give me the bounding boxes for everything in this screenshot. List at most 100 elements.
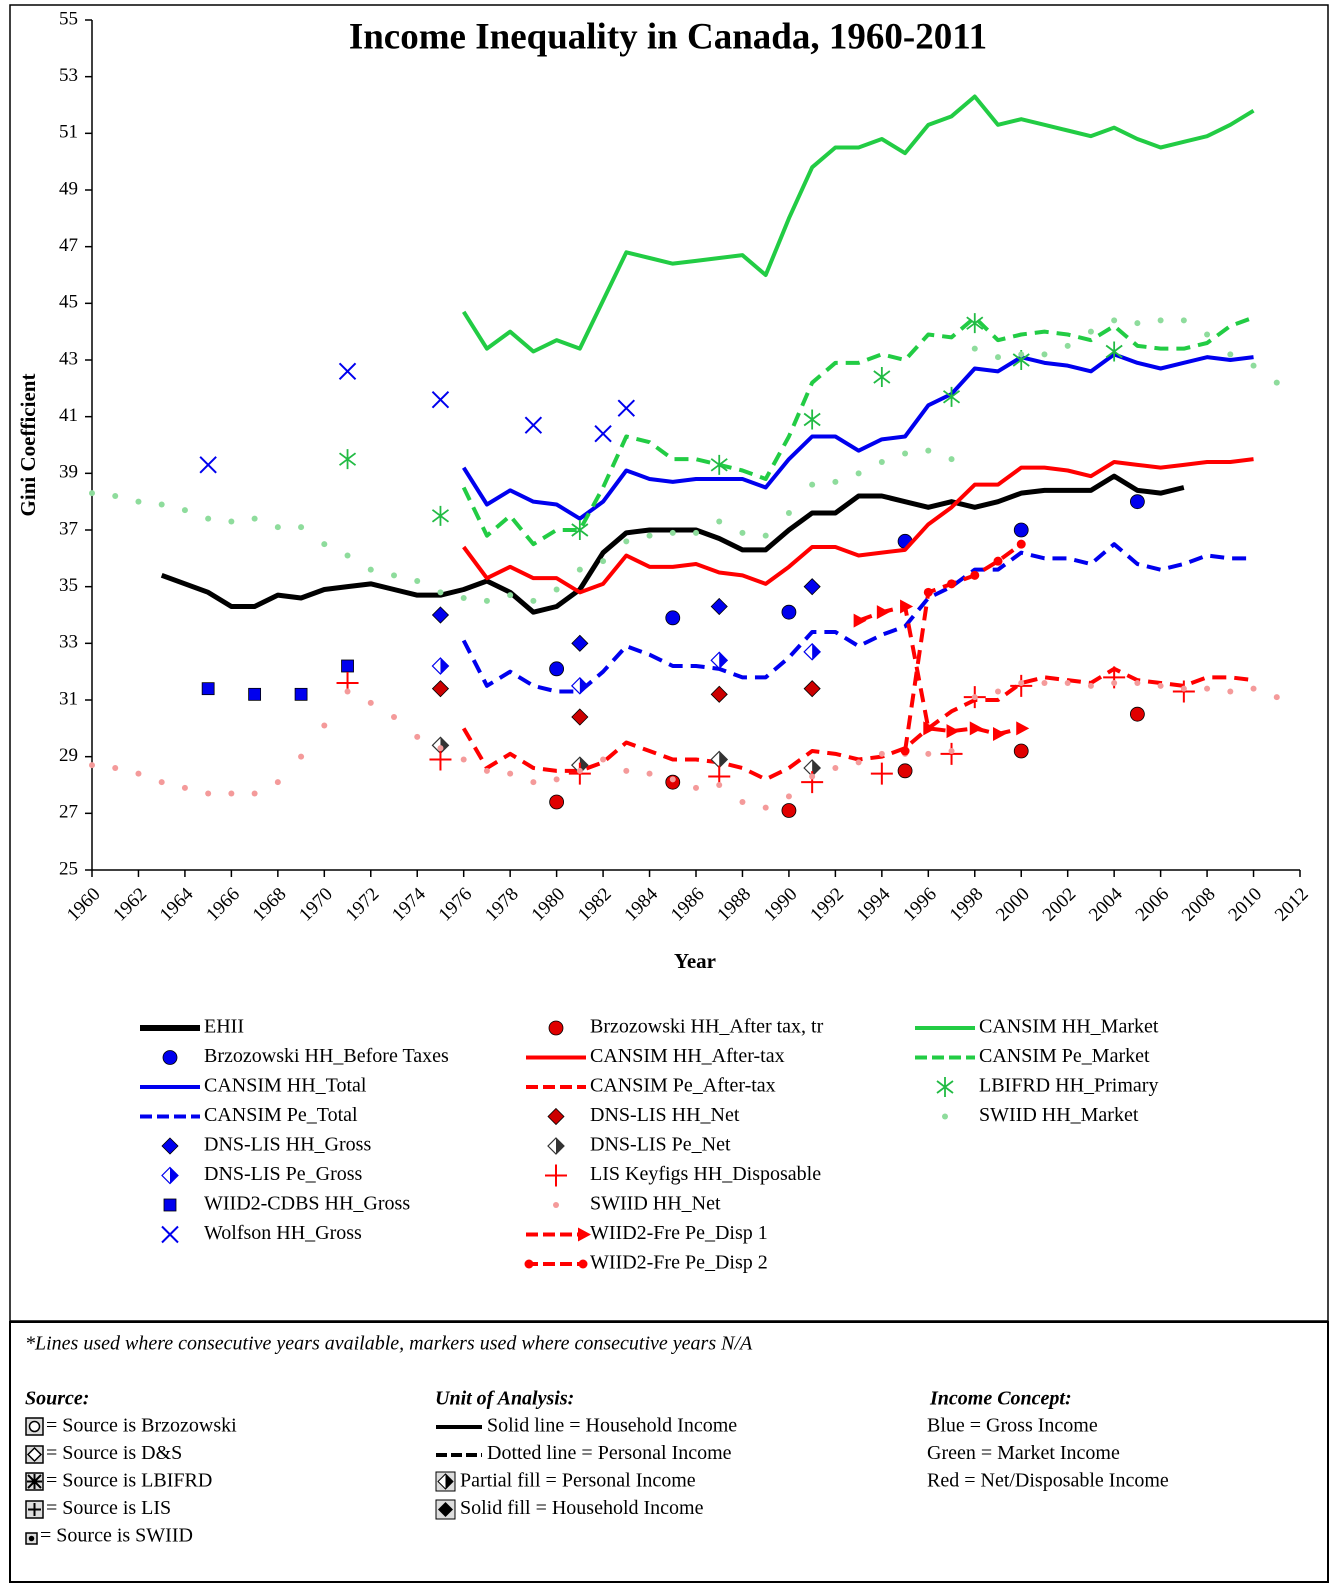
y-tick-label: 37 — [59, 518, 78, 539]
legend-entry: CANSIM HH_Market — [915, 1016, 1159, 1038]
marker-diamond — [571, 708, 589, 726]
note-item: = Source is SWIID — [40, 1525, 193, 1547]
marker-diamond — [547, 1107, 565, 1126]
marker-dot — [1018, 680, 1025, 686]
marker-dot — [578, 1259, 588, 1269]
marker-dot — [971, 694, 978, 701]
icon — [28, 1420, 41, 1433]
marker-dot — [321, 541, 328, 548]
legend-entry: CANSIM Pe_After-tax — [526, 1075, 776, 1097]
x-tick-label: 1976 — [435, 884, 477, 926]
marker-dot — [739, 529, 746, 536]
marker-dot — [947, 579, 957, 589]
x-tick-label: 1984 — [620, 883, 662, 925]
marker-circle — [549, 661, 565, 677]
marker-arrow — [923, 721, 937, 736]
marker-dot — [971, 345, 978, 352]
x-tick-label: 1990 — [760, 884, 802, 926]
marker-dot — [321, 722, 328, 729]
marker-dot — [1157, 682, 1164, 689]
legend-label: SWIID HH_Net — [590, 1193, 721, 1215]
marker-dot — [274, 524, 281, 531]
x-tick-label: 1964 — [156, 883, 198, 925]
marker-dot — [298, 524, 305, 531]
x-tick-label: 1966 — [202, 884, 244, 926]
marker-part — [812, 760, 821, 776]
marker-dot — [460, 756, 467, 763]
marker-dot — [1157, 317, 1164, 324]
marker-diamond — [710, 685, 728, 703]
notes: *Lines used where consecutive years avai… — [25, 1333, 1072, 1545]
marker-dot — [367, 699, 374, 706]
note-item: = Source is LIS — [46, 1497, 171, 1519]
legend-entry: DNS-LIS Pe_Gross — [161, 1163, 363, 1185]
marker-cross — [338, 362, 357, 381]
marker-dot — [135, 770, 142, 777]
marker-circle — [162, 1050, 178, 1065]
concept-word: Green — [927, 1442, 976, 1464]
marker-circle — [781, 803, 797, 818]
marker-dot — [158, 779, 165, 786]
marker-dot — [1134, 680, 1141, 686]
marker-part — [170, 1167, 178, 1184]
note-item: = Source is Brzozowski — [46, 1415, 237, 1437]
x-tick-label: 2006 — [1132, 884, 1174, 926]
legend-label: Brzozowski HH_After tax, tr — [590, 1016, 824, 1038]
marker-circle — [1013, 522, 1029, 538]
legend-label: WIID2-Fre Pe_Disp 2 — [590, 1252, 768, 1274]
y-tick-label: 35 — [59, 575, 78, 596]
legend-entry: CANSIM Pe_Market — [915, 1045, 1150, 1067]
marker-asterisk — [338, 449, 357, 470]
marker-circle — [781, 604, 797, 620]
legend-label: WIID2-CDBS HH_Gross — [204, 1193, 410, 1215]
y-tick-label: 55 — [59, 8, 78, 29]
source-icons — [25, 1417, 44, 1545]
marker-asterisk — [710, 454, 728, 475]
marker-arrow — [578, 1227, 591, 1242]
marker-dot — [878, 459, 885, 465]
marker-circle — [548, 1020, 564, 1036]
legend-label: CANSIM Pe_Total — [204, 1104, 358, 1126]
legend-label: LBIFRD HH_Primary — [979, 1075, 1158, 1097]
legend-label: WIID2-Fre Pe_Disp 1 — [590, 1222, 768, 1244]
legend-label: CANSIM Pe_After-tax — [590, 1075, 776, 1097]
icon — [28, 1535, 35, 1542]
marker-dot — [414, 578, 421, 584]
marker-dot — [344, 688, 351, 695]
marker-dot — [1180, 685, 1187, 692]
marker-arrow — [969, 721, 983, 736]
y-tick-label: 47 — [59, 235, 78, 256]
marker-dot — [1064, 680, 1071, 686]
marker-asterisk — [571, 520, 589, 540]
legend-entry: Brzozowski HH_After tax, tr — [548, 1016, 824, 1038]
note-item: = Source is D&S — [46, 1442, 182, 1464]
marker-dot — [181, 784, 188, 791]
marker-part — [440, 658, 449, 674]
marker-dot — [553, 586, 560, 593]
marker-dot — [855, 759, 862, 766]
note-item: Partial fill = Personal Income — [460, 1470, 696, 1492]
marker-dot — [995, 688, 1001, 695]
marker-dot — [600, 756, 607, 763]
marker-dot — [623, 767, 630, 774]
legend-entry: CANSIM HH_Total — [140, 1075, 367, 1097]
marker-dot — [948, 456, 955, 463]
marker-dot — [855, 470, 862, 477]
marker-dot — [1111, 317, 1118, 324]
icon — [438, 1502, 453, 1517]
marker-dot — [995, 354, 1001, 361]
marker-dot — [530, 779, 537, 786]
marker-dot — [391, 714, 397, 720]
marker-dot — [1250, 362, 1257, 369]
y-tick-label: 45 — [59, 292, 78, 313]
legend-label: SWIID HH_Market — [979, 1104, 1139, 1126]
legend-entry: WIID2-CDBS HH_Gross — [163, 1193, 410, 1215]
marker-dot — [1087, 328, 1094, 335]
marker-dot — [205, 515, 212, 522]
marker-dot — [623, 538, 630, 545]
x-tick-label: 2012 — [1271, 884, 1313, 926]
note-item: Solid line = Household Income — [487, 1415, 737, 1437]
y-tick-label: 25 — [59, 858, 78, 879]
legend-entry: LIS Keyfigs HH_Disposable — [545, 1163, 821, 1187]
marker-dot — [507, 770, 514, 777]
